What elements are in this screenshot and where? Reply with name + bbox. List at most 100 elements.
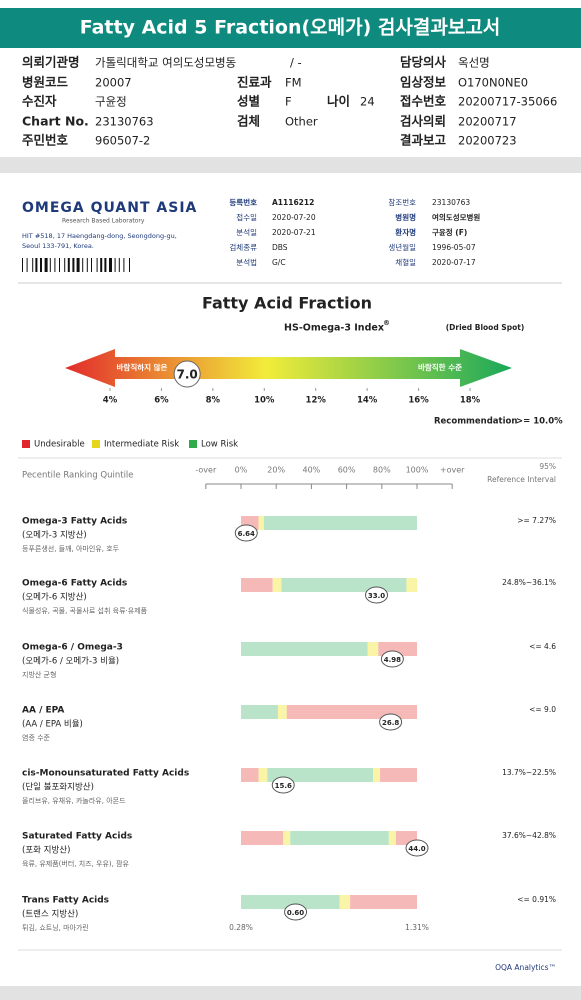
gauge-text: 바람직한 수준 <box>418 362 462 372</box>
row-korean: (오메가-6 / 오메가-3 비율) <box>22 657 119 667</box>
result-value: 44.0 <box>408 845 425 853</box>
info-label: 참조번호 <box>388 197 416 207</box>
field-value: O170N0NE0 <box>458 76 528 90</box>
info-label: 병원명 <box>395 212 416 222</box>
row-reference: <= 4.6 <box>529 642 556 651</box>
range-zone <box>380 768 417 782</box>
row-reference: 13.7%~22.5% <box>502 768 556 777</box>
result-marker <box>234 524 258 542</box>
row-desc: 염증 수준 <box>22 734 51 742</box>
row-korean: (AA / EPA 비율) <box>22 720 83 730</box>
legend-swatch <box>92 440 100 448</box>
barcode-bar <box>64 258 66 272</box>
gauge-tick-label: 4% <box>103 396 118 406</box>
field-label: 검체 <box>237 114 260 129</box>
scale-label: 80% <box>373 466 391 475</box>
row-desc: 육류, 유제품(버터, 치즈, 우유), 팜유 <box>22 859 130 868</box>
field-label: 진료과 <box>237 75 272 90</box>
barcode-bar <box>67 258 70 272</box>
field-label: Chart No. <box>22 114 89 129</box>
barcode-bar <box>82 258 84 272</box>
gauge-tick-label: 14% <box>357 396 378 406</box>
barcode-bar <box>76 258 80 272</box>
info-value: 구윤정 (F) <box>432 227 467 237</box>
barcode-bar <box>26 258 28 272</box>
range-zone <box>241 831 284 845</box>
row-reference: <= 9.0 <box>529 705 556 714</box>
recommendation-label: Recommendation <box>434 417 517 427</box>
range-zone <box>290 831 389 845</box>
barcode-bar <box>96 258 98 272</box>
legend-label: Intermediate Risk <box>104 440 179 450</box>
range-zone <box>283 831 291 845</box>
field-label: 수진자 <box>22 94 57 109</box>
field-value: 20200717-35066 <box>458 95 557 109</box>
range-zone <box>367 642 379 656</box>
reference-header: Reference Interval <box>487 475 556 484</box>
field-value: 구윤정 <box>95 95 127 109</box>
range-zone <box>281 578 407 592</box>
field-label: 접수번호 <box>400 94 447 109</box>
field-value: 옥선명 <box>458 56 490 70</box>
row-name: Omega-3 Fatty Acids <box>22 517 127 527</box>
barcode-bar <box>59 258 60 272</box>
info-value: 2020-07-17 <box>432 258 476 267</box>
sample-type: (Dried Blood Spot) <box>446 323 525 332</box>
barcode <box>22 258 130 272</box>
range-zone <box>263 516 417 530</box>
barcode-bar <box>35 258 38 272</box>
reference-header: 95% <box>539 462 556 471</box>
range-zone <box>350 895 417 909</box>
gauge-text: 바람직하지 않은 <box>117 362 168 372</box>
barcode-bar <box>54 258 56 272</box>
barcode-bar <box>109 258 112 272</box>
row-korean: (단일 불포화지방산) <box>22 782 94 793</box>
field-label: 병원코드 <box>22 75 69 90</box>
row-desc: 올리브유, 유채유, 카놀라유, 아몬드 <box>22 796 126 805</box>
result-marker <box>379 713 403 731</box>
result-value: 4.98 <box>384 656 401 664</box>
range-max: 1.31% <box>405 923 429 932</box>
range-zone <box>241 895 340 909</box>
scale-label: 60% <box>338 466 356 475</box>
barcode-bar <box>100 258 103 272</box>
barcode-bar <box>72 258 75 272</box>
footer-brand: OQA Analytics™ <box>495 963 556 972</box>
result-value: 0.60 <box>287 909 304 917</box>
barcode-bar <box>129 258 130 272</box>
barcode-bar <box>49 258 51 272</box>
barcode-bar <box>40 258 42 272</box>
lab-address: HIT #518, 17 Haengdang-dong, Seongdong-g… <box>22 232 177 240</box>
gauge-tick-label: 12% <box>306 396 327 406</box>
row-desc: 튀김, 쇼트닝, 마아가린 <box>22 923 89 932</box>
row-reference: <= 0.91% <box>517 895 556 904</box>
field-label: 의뢰기관명 <box>22 55 80 70</box>
scale-label: 100% <box>406 466 429 475</box>
field-label: 나이 <box>327 94 350 109</box>
row-name: Omega-6 / Omega-3 <box>22 643 123 653</box>
info-value: 23130763 <box>432 198 470 207</box>
row-korean: (오메가-6 지방산) <box>22 592 87 603</box>
field-value: 20200723 <box>458 134 517 148</box>
row-name: AA / EPA <box>22 706 64 716</box>
title-bar <box>0 8 581 48</box>
range-zone <box>339 895 351 909</box>
legend-swatch <box>22 440 30 448</box>
barcode-bar <box>118 258 120 272</box>
field-value: FM <box>285 76 302 90</box>
result-marker <box>380 650 404 668</box>
quintile-title: Pecentile Ranking Quintile <box>22 471 134 481</box>
row-reference: 37.6%~42.8% <box>502 831 556 840</box>
gauge-tick-label: 16% <box>408 396 429 406</box>
range-zone <box>258 516 264 530</box>
barcode-bar <box>114 258 116 272</box>
barcode-bar <box>86 258 88 272</box>
scale-label: 0% <box>235 466 248 475</box>
result-value: 15.6 <box>275 782 292 790</box>
range-zone <box>258 768 268 782</box>
result-marker <box>271 776 295 794</box>
info-value: 1996-05-07 <box>432 243 476 252</box>
barcode-bar <box>91 258 92 272</box>
